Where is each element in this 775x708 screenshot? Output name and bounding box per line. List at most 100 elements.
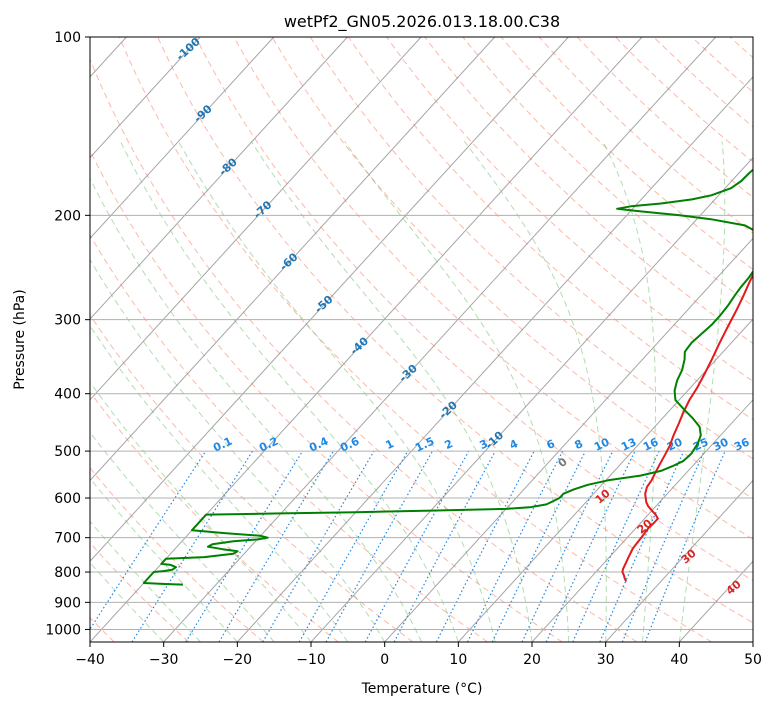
dry-adiabat [157,37,753,624]
mixing-ratio-label: 4 [508,437,521,452]
y-tick-label: 1000 [45,622,81,638]
moist-adiabat [602,141,656,642]
y-tick-label: 700 [54,531,81,547]
y-tick-label: 400 [54,387,81,403]
dewpoint-profile [142,168,753,586]
x-tick-label: 10 [449,652,467,668]
isotherm-line [384,237,753,642]
mixing-ratio-label: 25 [691,435,710,453]
moist-adiabat [90,561,165,642]
isotherm-line [457,318,753,642]
isotherm-line [90,37,201,159]
isotherm-line [531,399,753,642]
moist-adiabat [90,520,201,642]
mixing-ratio-line [491,450,586,642]
mixing-ratio-line [90,450,207,631]
dry-adiabat-label: 30 [679,546,699,566]
x-tick-label: −20 [223,652,253,668]
mixing-ratio-line [262,450,375,642]
y-tick-label: 800 [54,565,81,581]
dry-adiabat [347,37,753,421]
mixing-ratio-label: 2 [443,437,455,452]
dry-adiabat [195,37,753,582]
grid-lines [90,37,753,642]
isotherm-line [163,37,717,642]
y-tick-label: 200 [54,208,81,224]
moist-adiabat [178,141,496,642]
mixing-ratio-label: 30 [711,435,731,453]
mixing-ratio-line [466,450,564,642]
dry-adiabat [90,58,638,642]
isotherm-line [310,156,753,642]
x-tick-label: 50 [744,652,762,668]
mixing-ratio-label: 10 [592,435,612,453]
moist-adiabat [90,177,422,642]
moist-adiabat [344,141,570,642]
isotherm-line [90,37,643,642]
dry-adiabat [90,467,264,642]
mixing-ratio-line [572,450,660,642]
x-tick-label: 40 [670,652,688,668]
y-axis-title: Pressure (hPa) [12,289,28,389]
moist-adiabat [90,258,386,642]
y-tick-label: 100 [54,30,81,46]
dry-adiabat [386,37,753,382]
dry-adiabat [309,37,753,460]
dry-adiabat [691,37,753,93]
x-tick-label: −40 [75,652,105,668]
mixing-ratio-label: 13 [619,435,638,453]
dry-adiabat [90,149,563,642]
mixing-ratio-line [218,450,334,642]
dry-adiabat [729,37,753,59]
y-tick-label: 500 [54,444,81,460]
mixing-ratio-line [185,450,304,642]
mixing-ratio-line [393,450,496,642]
mixing-ratio-line [364,450,470,642]
dry-adiabat [90,313,414,642]
dry-adiabat [90,391,339,642]
x-axis-title: Temperature (°C) [361,681,483,697]
moist-adiabat [90,477,238,642]
zero-label: 0 [556,455,570,470]
x-axis: −40 −30 −20 −10 0 10 20 30 40 50 [75,642,762,668]
mixing-ratio-label: 1 [384,437,396,452]
mixing-ratio-label: 16 [641,435,661,453]
isotherm-line [90,37,496,482]
dry-adiabat [118,37,712,642]
mixing-ratio-label: 8 [573,437,585,452]
dry-adiabat [271,37,753,500]
mixing-ratio-line [521,450,614,642]
mixing-ratio-label: 20 [665,435,685,453]
isotherm-line [752,641,753,642]
dry-adiabat [576,37,753,198]
isotherm-line [90,37,275,240]
dry-adiabat-label: 40 [724,577,744,597]
mixing-ratio-line [621,450,705,642]
x-tick-label: 20 [523,652,541,668]
moist-adiabat [90,431,275,642]
y-tick-label: 300 [54,313,81,329]
dry-adiabat [653,37,753,128]
dry-adiabat [90,234,488,642]
isotherm-line [605,479,753,642]
dry-adiabat [538,37,753,234]
x-tick-label: −30 [149,652,179,668]
y-tick-label: 600 [54,491,81,507]
mixing-ratio-line [644,450,726,642]
x-tick-label: 0 [380,652,389,668]
isotherm-line [90,37,348,320]
x-tick-label: 30 [597,652,615,668]
y-axis: 100 200 300 400 500 600 700 800 900 1000 [45,30,90,638]
mixing-ratio-line [325,450,434,642]
background-lines [90,37,775,642]
dry-adiabat [768,37,775,642]
mixing-ratio-label: 36 [732,435,752,453]
series-lines [142,168,753,586]
isotherm-line [90,37,422,401]
mixing-ratio-line [599,450,685,642]
mixing-ratio-line [545,450,636,642]
isotherm-line [236,76,753,642]
chart-title: wetPf2_GN05.2026.013.18.00.C38 [284,12,560,32]
temperature-profile [621,272,753,582]
